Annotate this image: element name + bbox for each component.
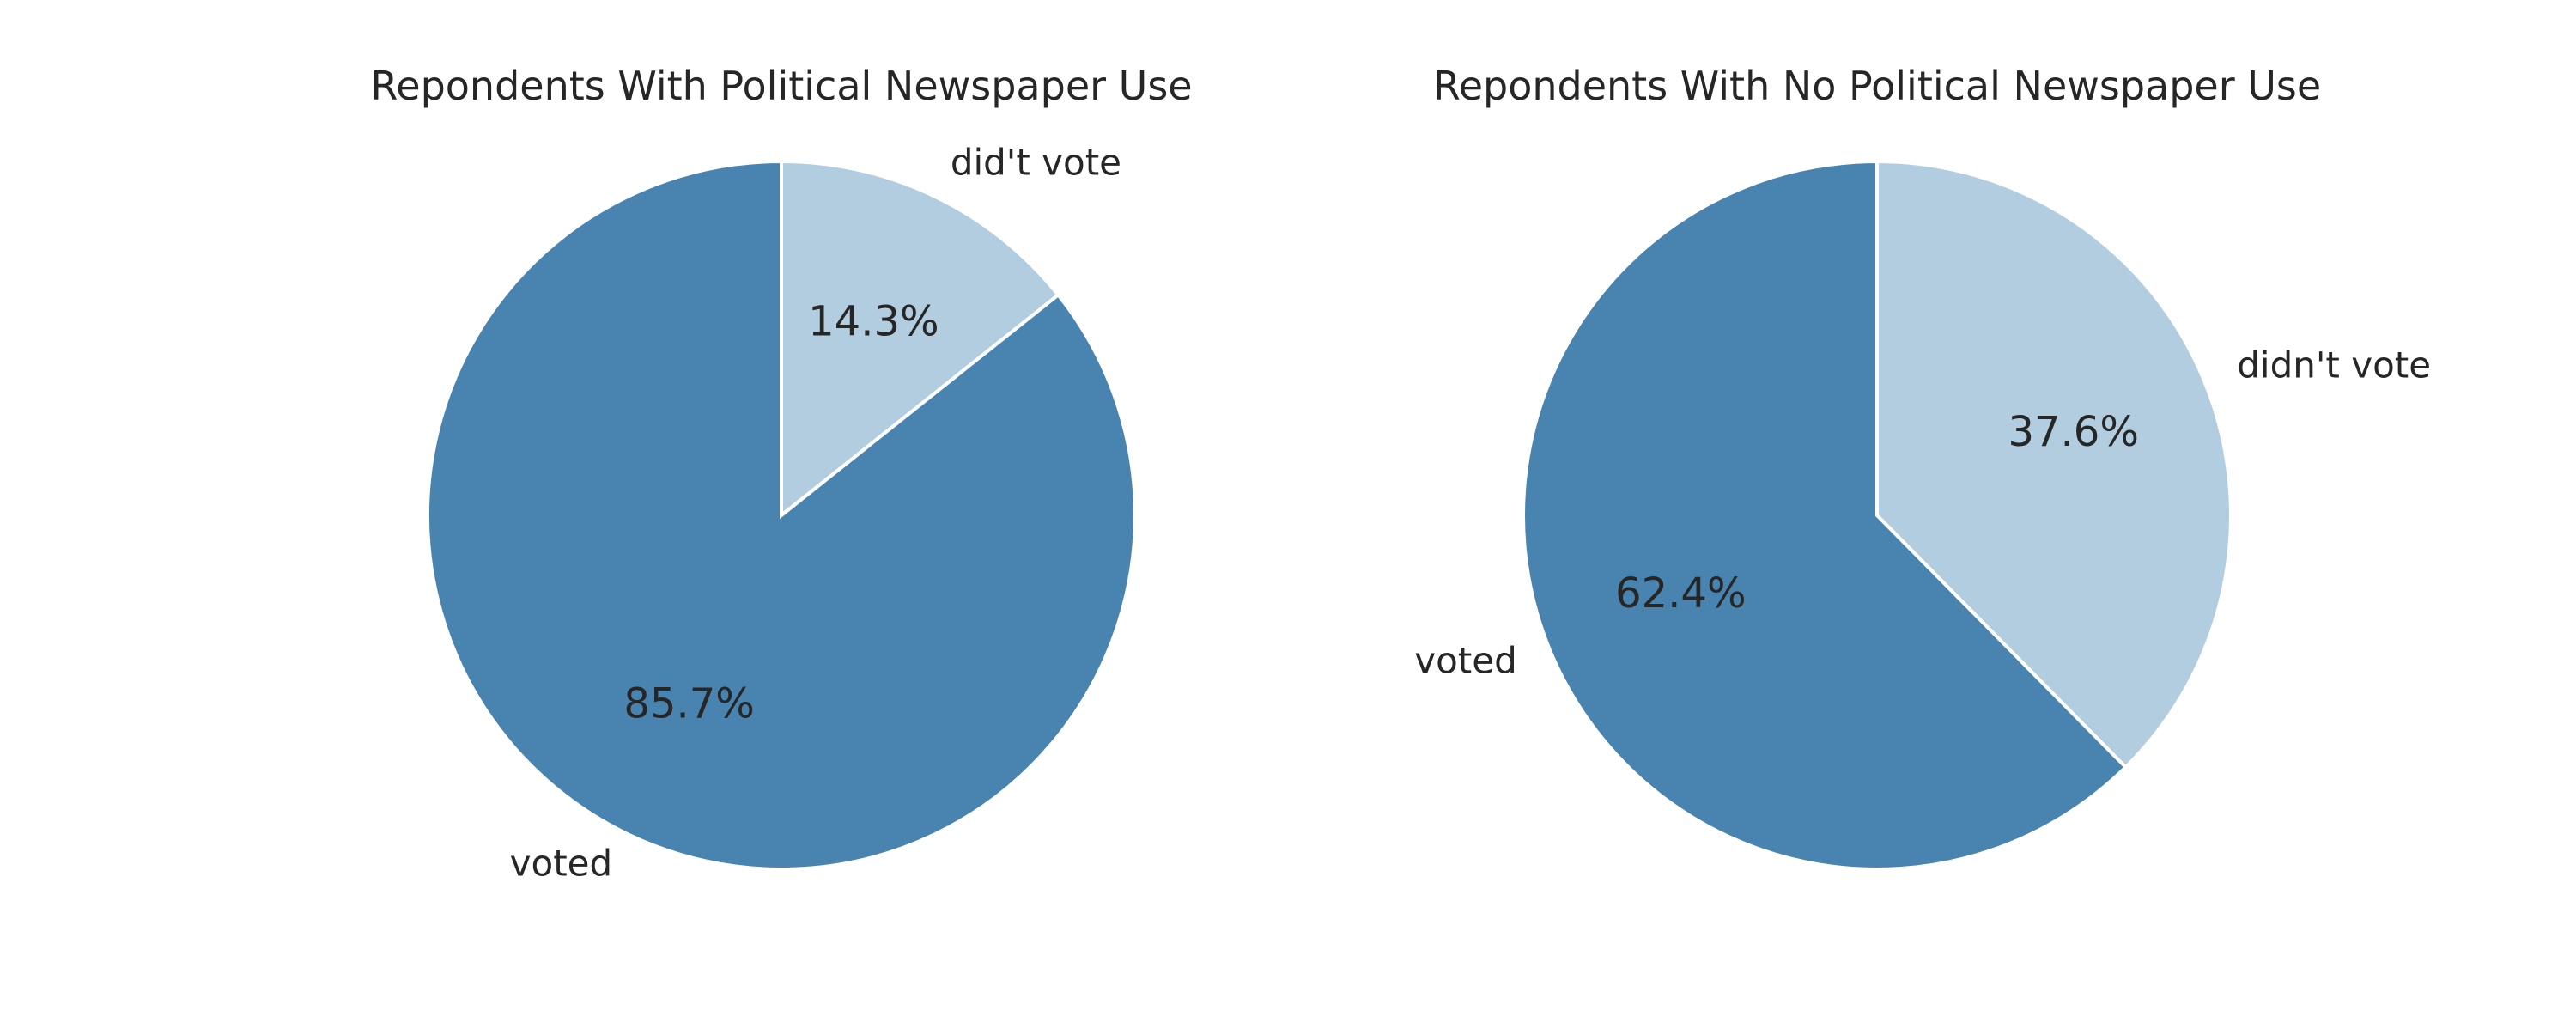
percent-label-voted: 85.7% (623, 680, 754, 728)
percent-label-did-t-vote: 14.3% (808, 297, 939, 345)
percent-label-voted: 62.4% (1615, 569, 1746, 618)
pie-slice-did-t-vote (780, 159, 1061, 520)
percent-label-didn-t-vote: 37.6% (2008, 408, 2138, 456)
slice-label-did-t-vote: did't vote (951, 141, 1121, 183)
pie-chart-newspaper-use: Repondents With Political Newspaper Use … (370, 63, 1192, 885)
pie-slice-voted (1522, 159, 2129, 871)
pie-slice-voted (426, 159, 1137, 871)
pie-slice-didn-t-vote (1875, 159, 2233, 770)
pie-chart-no-newspaper-use: Repondents With No Political Newspaper U… (1414, 63, 2431, 871)
chart-title: Repondents With Political Newspaper Use (370, 63, 1192, 109)
slice-label-didn-t-vote: didn't vote (2237, 344, 2431, 386)
chart-title: Repondents With No Political Newspaper U… (1433, 63, 2321, 109)
slice-label-voted: voted (1414, 640, 1517, 682)
slice-label-voted: voted (510, 843, 613, 885)
